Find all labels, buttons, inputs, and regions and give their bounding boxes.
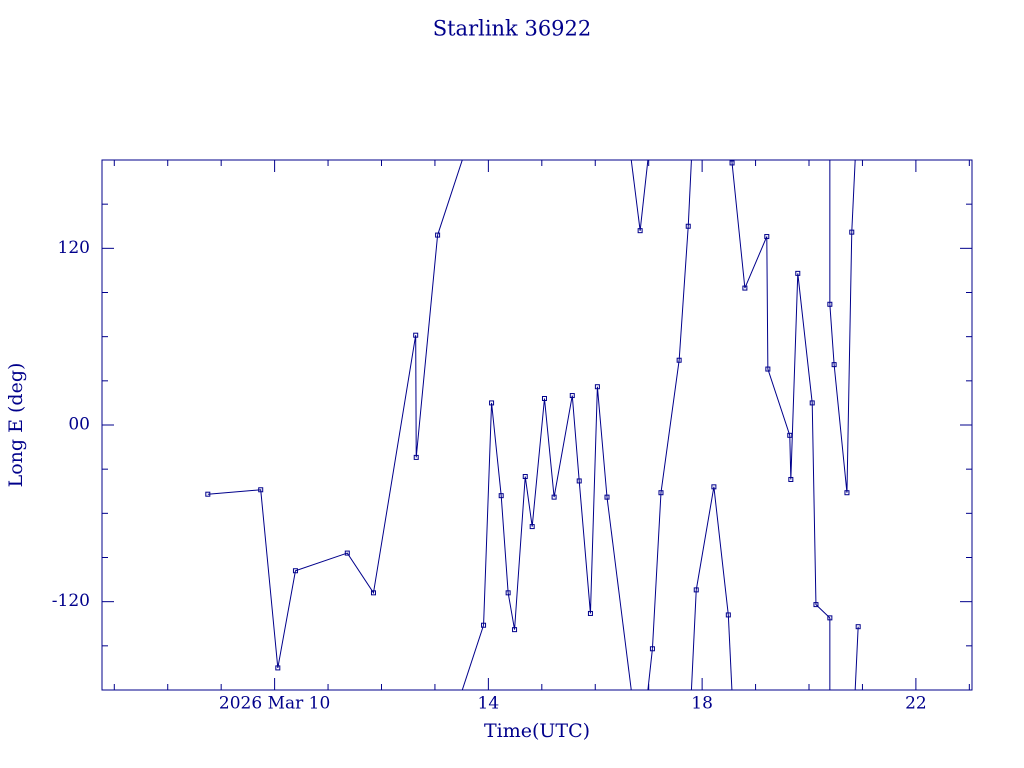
data-point <box>604 494 610 500</box>
data-point <box>788 476 794 482</box>
data-point <box>529 524 535 530</box>
wrap-segment <box>687 160 692 227</box>
data-point <box>711 484 717 490</box>
wrap-segment <box>727 614 733 690</box>
x-tick-label: 22 <box>905 694 927 714</box>
data-point <box>587 610 593 616</box>
data-point <box>849 229 855 235</box>
wrap-segment <box>639 160 649 231</box>
wrap-segment <box>606 497 632 690</box>
data-point <box>637 228 643 234</box>
data-point <box>795 270 801 276</box>
data-point <box>809 400 815 406</box>
data-point <box>481 622 487 628</box>
data-point <box>205 491 211 497</box>
data-point <box>258 487 264 493</box>
data-point <box>813 602 819 608</box>
data-point <box>370 590 376 596</box>
wrap-segment <box>437 160 463 236</box>
data-point <box>522 474 528 480</box>
y-tick-label: 00 <box>68 415 90 435</box>
data-point <box>787 432 793 438</box>
data-point <box>685 223 691 229</box>
y-axis-label: Long E (deg) <box>5 363 27 488</box>
chart-title: Starlink 36922 <box>433 17 592 41</box>
data-point <box>505 590 511 596</box>
data-point <box>742 285 748 291</box>
wrap-segment <box>851 160 856 233</box>
data-point <box>413 332 419 338</box>
data-point <box>344 550 350 556</box>
data-point <box>435 232 441 238</box>
x-tick-label: 14 <box>478 694 500 714</box>
data-point <box>649 646 655 652</box>
data-point <box>413 454 419 460</box>
wrap-segment <box>690 589 697 690</box>
data-line <box>208 163 858 668</box>
wrap-segment <box>630 160 641 231</box>
data-point <box>765 366 771 372</box>
data-point <box>725 612 731 618</box>
data-point <box>827 615 833 621</box>
wrap-segment <box>461 625 485 690</box>
data-point <box>498 493 504 499</box>
data-point <box>512 627 518 633</box>
data-point <box>676 357 682 363</box>
y-tick-label: 120 <box>58 238 90 258</box>
wrap-segment <box>854 626 859 690</box>
data-point <box>541 396 547 401</box>
x-tick-label: 2026 Mar 10 <box>219 694 330 714</box>
data-point <box>576 478 582 484</box>
data-point <box>292 568 298 574</box>
data-point <box>275 665 281 671</box>
data-point <box>658 490 664 496</box>
wrap-segment <box>731 160 733 163</box>
data-point <box>764 234 770 240</box>
x-axis-label: Time(UTC) <box>484 720 590 742</box>
data-point <box>551 494 557 500</box>
data-point <box>831 362 837 368</box>
data-point <box>489 400 495 406</box>
y-tick-label: -120 <box>52 591 90 611</box>
wrap-segment <box>647 648 653 690</box>
data-point <box>855 624 861 630</box>
x-tick-label: 18 <box>691 694 713 714</box>
data-point <box>827 301 833 307</box>
data-point <box>844 490 850 496</box>
data-point <box>594 384 600 390</box>
plot-frame <box>101 159 973 691</box>
data-point <box>569 393 575 399</box>
data-point <box>693 587 699 593</box>
data-point <box>729 160 735 166</box>
